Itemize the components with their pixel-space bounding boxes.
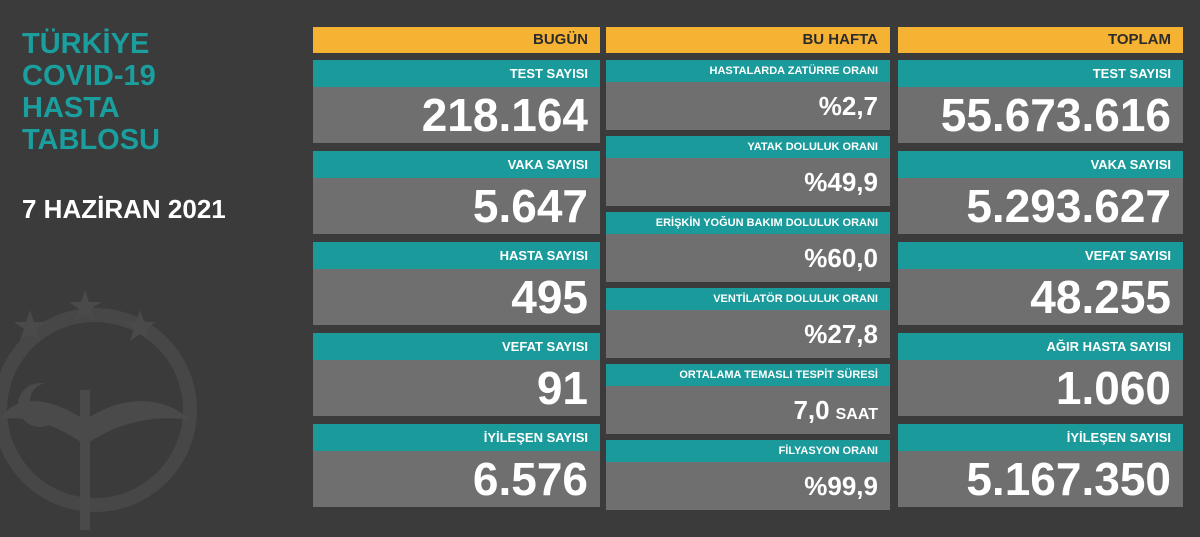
title-line: TÜRKİYE	[22, 28, 150, 60]
title-line: COVID-19	[22, 60, 156, 92]
card-value: 48.255	[898, 269, 1183, 325]
value-text: 495	[511, 271, 588, 323]
card-value: 495	[313, 269, 600, 325]
title-line: TABLOSU	[22, 124, 161, 156]
card-label: HASTALARDA ZATÜRRE ORANI	[606, 60, 890, 82]
card-label: İYİLEŞEN SAYISI	[313, 424, 600, 451]
emblem	[0, 290, 197, 530]
card-label: ERİŞKİN YOĞUN BAKIM DOLULUK ORANI	[606, 212, 890, 234]
card-label: VAKA SAYISI	[313, 151, 600, 178]
card-label: AĞIR HASTA SAYISI	[898, 333, 1183, 360]
card-label: YATAK DOLULUK ORANI	[606, 136, 890, 158]
value-text: 55.673.616	[940, 89, 1171, 141]
column-header: BUGÜN	[313, 27, 600, 53]
value-text: 5.293.627	[966, 180, 1171, 232]
card-value: 5.293.627	[898, 178, 1183, 234]
title-line: HASTA	[22, 92, 120, 124]
value-text: 5.647	[472, 180, 588, 232]
date: 7 HAZİRAN 2021	[22, 194, 226, 224]
value-text: 1.060	[1055, 362, 1171, 414]
column-header: BU HAFTA	[606, 27, 890, 53]
card-value: 1.060	[898, 360, 1183, 416]
value-text: 7,0	[793, 395, 830, 425]
card-label: VEFAT SAYISI	[313, 333, 600, 360]
card-value: %49,9	[606, 158, 890, 206]
card-label: FİLYASYON ORANI	[606, 440, 890, 462]
value-text: 91	[536, 362, 588, 414]
card-value: %99,9	[606, 462, 890, 510]
card-label: VENTİLATÖR DOLULUK ORANI	[606, 288, 890, 310]
card-value: %27,8	[606, 310, 890, 358]
card-label: HASTA SAYISI	[313, 242, 600, 269]
value-text: 218.164	[421, 89, 588, 141]
card-value: 6.576	[313, 451, 600, 507]
value-text: 6.576	[472, 453, 588, 505]
value-text: %49,9	[804, 167, 878, 197]
card-label: VAKA SAYISI	[898, 151, 1183, 178]
value-text: 5.167.350	[966, 453, 1171, 505]
value-text: 48.255	[1030, 271, 1171, 323]
card-value: %60,0	[606, 234, 890, 282]
card-label: VEFAT SAYISI	[898, 242, 1183, 269]
card-value: 7,0 SAAT	[606, 386, 890, 434]
value-text: %60,0	[804, 243, 878, 273]
card-label: ORTALAMA TEMASLI TESPİT SÜRESİ	[606, 364, 890, 386]
card-label: İYİLEŞEN SAYISI	[898, 424, 1183, 451]
value-unit: SAAT	[835, 406, 878, 423]
card-value: 218.164	[313, 87, 600, 143]
card-label: TEST SAYISI	[898, 60, 1183, 87]
card-label: TEST SAYISI	[313, 60, 600, 87]
card-value: 55.673.616	[898, 87, 1183, 143]
value-text: %27,8	[804, 319, 878, 349]
card-value: 5.647	[313, 178, 600, 234]
column-header: TOPLAM	[898, 27, 1183, 53]
card-value: 91	[313, 360, 600, 416]
card-value: 5.167.350	[898, 451, 1183, 507]
title: TÜRKİYE COVID-19 HASTA TABLOSU	[22, 28, 160, 156]
card-value: %2,7	[606, 82, 890, 130]
value-text: %99,9	[804, 471, 878, 501]
value-text: %2,7	[818, 91, 878, 121]
